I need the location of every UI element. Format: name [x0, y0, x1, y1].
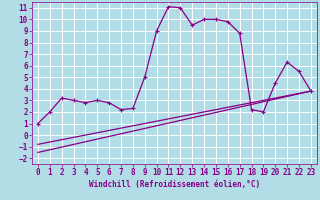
X-axis label: Windchill (Refroidissement éolien,°C): Windchill (Refroidissement éolien,°C)	[89, 180, 260, 189]
